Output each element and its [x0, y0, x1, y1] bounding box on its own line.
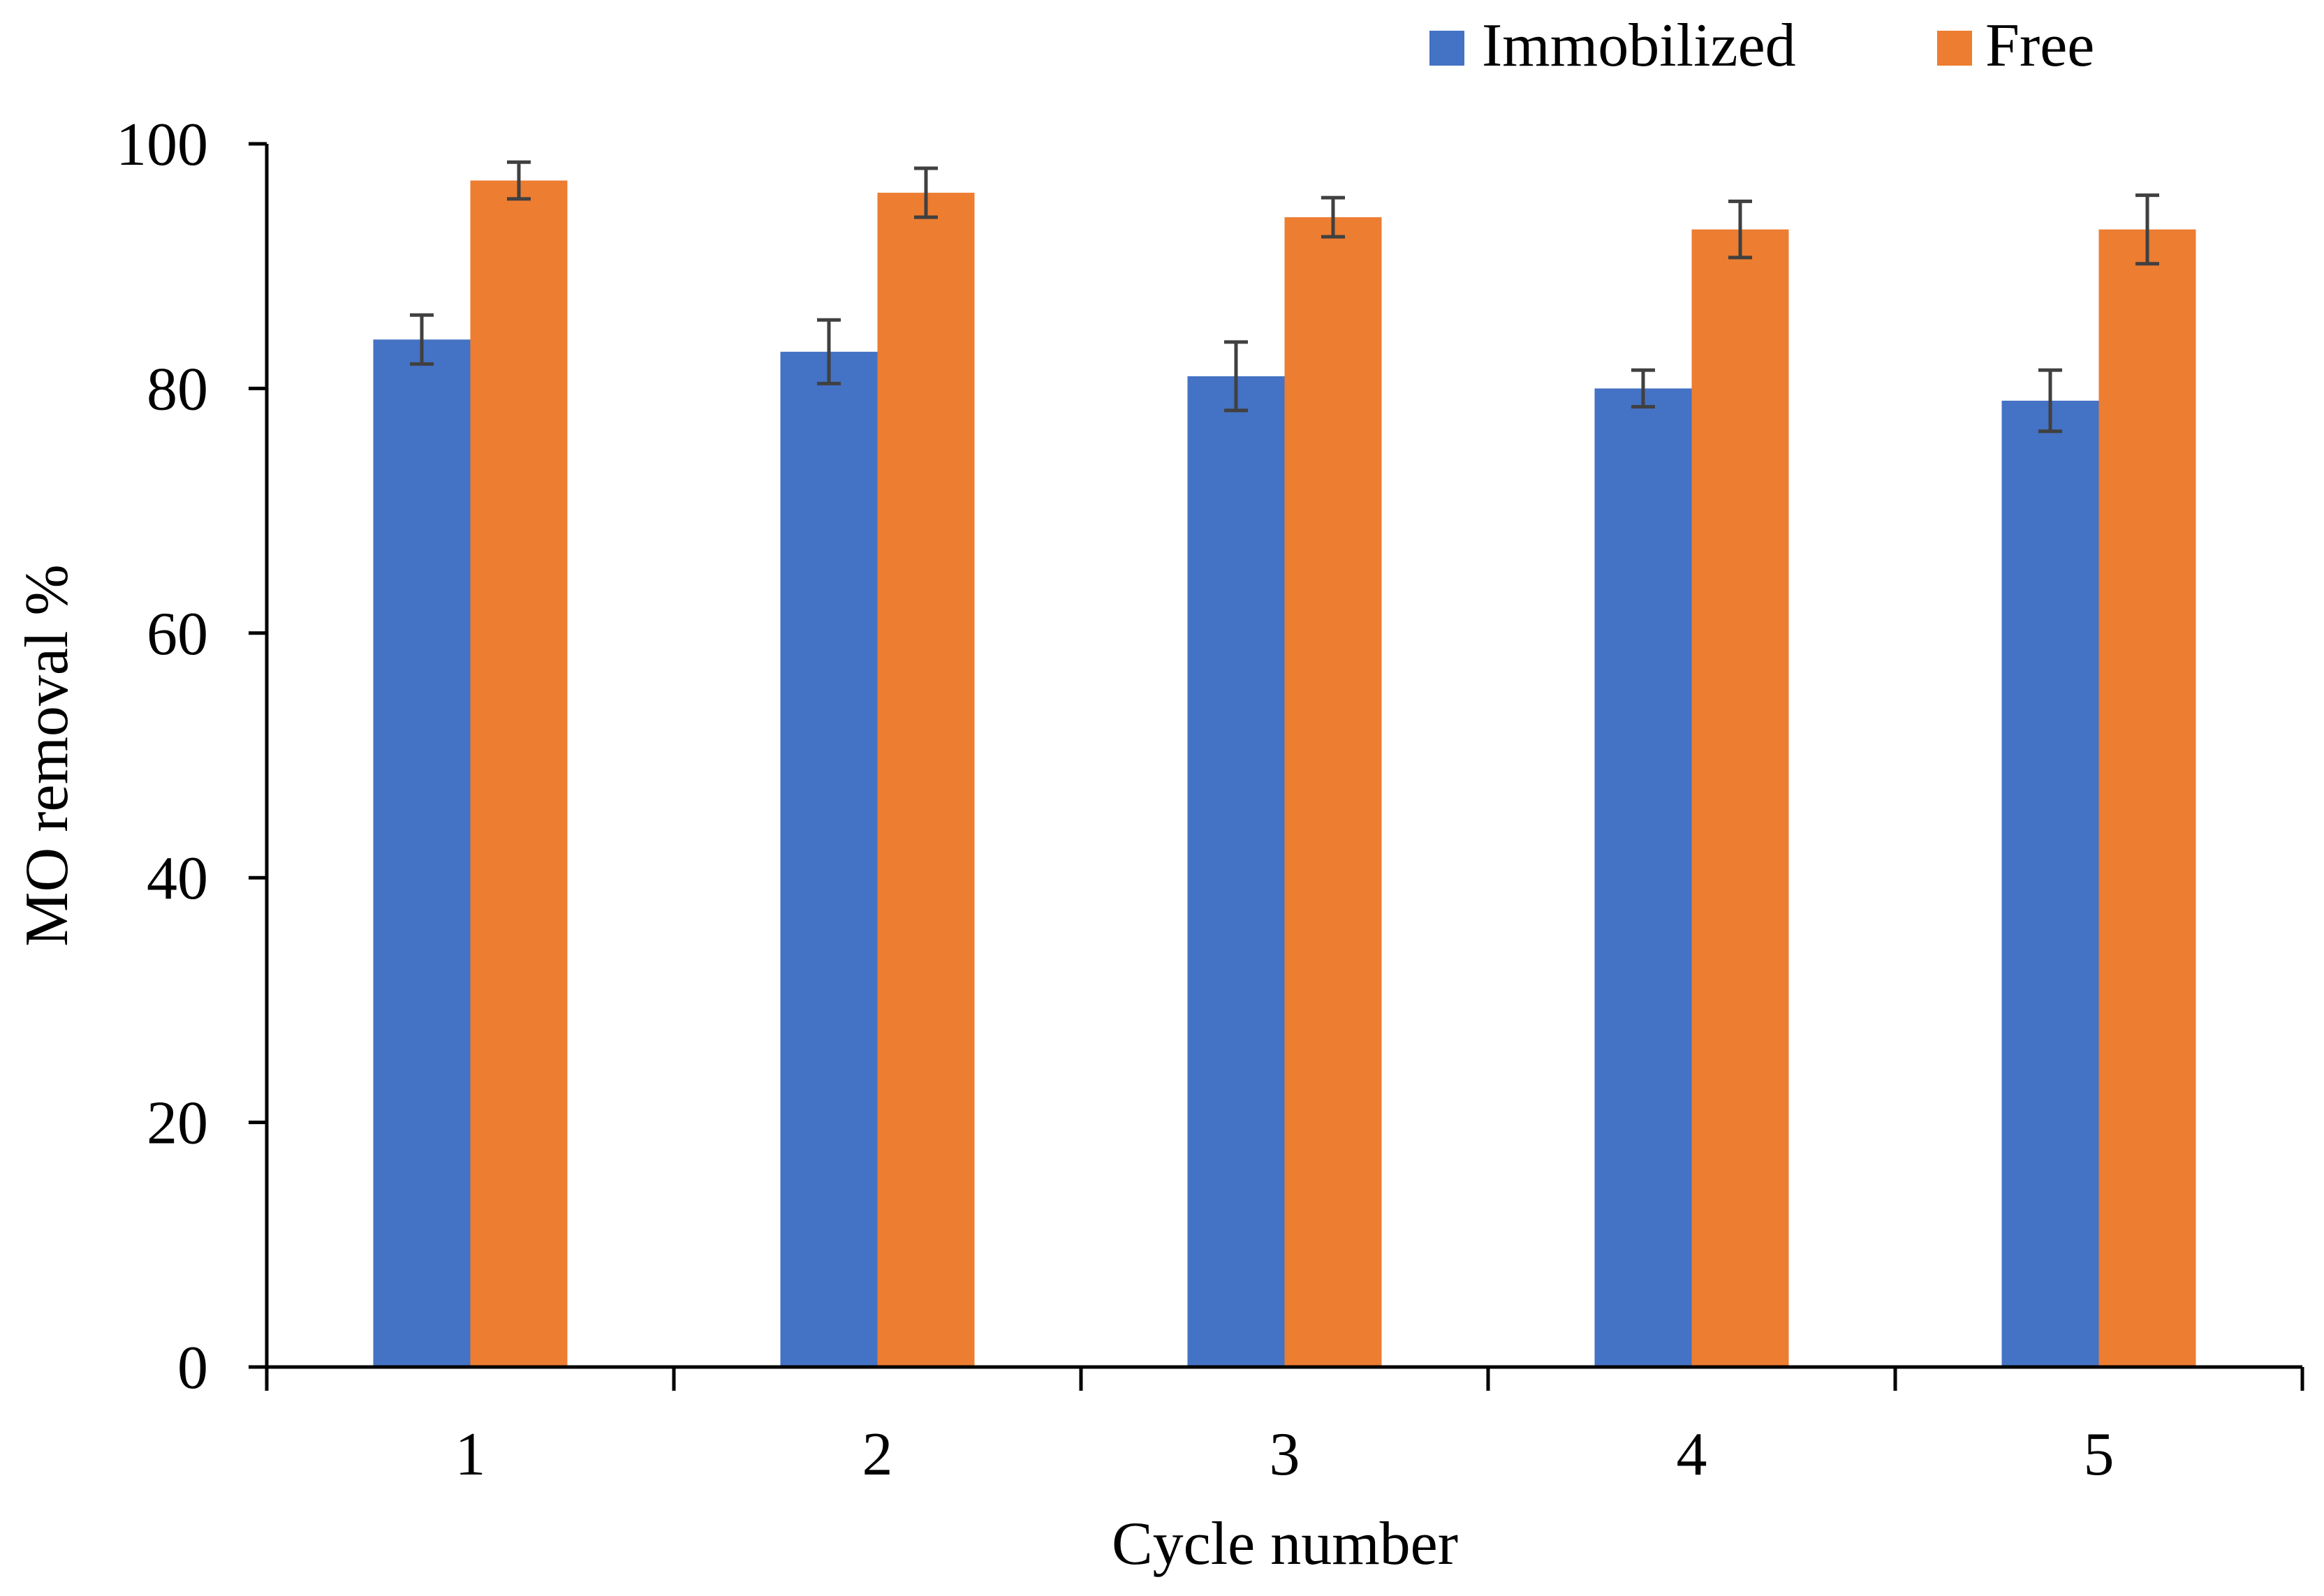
bars-layer	[373, 180, 2196, 1368]
bar-free-cycle-3	[1284, 217, 1382, 1367]
x-tick-label: 3	[1270, 1421, 1300, 1488]
bar-free-cycle-4	[1691, 229, 1789, 1367]
legend-swatch-immobilized	[1429, 31, 1464, 66]
bar-immobilized-cycle-3	[1187, 376, 1285, 1367]
x-tick-label: 2	[862, 1421, 893, 1488]
error-bar-immobilized-cycle-1	[410, 313, 434, 366]
x-axis-title: Cycle number	[1112, 1510, 1458, 1578]
error-bar-free-cycle-3	[1321, 195, 1345, 239]
error-bars-layer	[410, 160, 2159, 434]
bar-immobilized-cycle-5	[2001, 400, 2099, 1368]
bar-immobilized-cycle-1	[373, 339, 471, 1367]
legend-label-free: Free	[1985, 12, 2094, 80]
y-axis-title: MO removal %	[13, 564, 81, 946]
y-tick-label: 40	[147, 845, 208, 912]
error-bar-free-cycle-4	[1728, 199, 1752, 260]
error-bar-immobilized-cycle-4	[1631, 368, 1655, 409]
y-tick-label: 60	[147, 600, 208, 668]
bar-immobilized-cycle-4	[1594, 388, 1692, 1367]
y-tick-label: 0	[177, 1334, 208, 1402]
error-bar-immobilized-cycle-5	[2038, 368, 2062, 434]
bar-immobilized-cycle-2	[780, 351, 878, 1368]
y-tick-label: 80	[147, 355, 208, 423]
ticks-layer: 1 2 3 4 5 0 20 40 60 80 100	[116, 111, 2304, 1488]
error-bar-immobilized-cycle-2	[817, 318, 841, 385]
error-bar-immobilized-cycle-3	[1224, 340, 1248, 413]
error-bar-free-cycle-5	[2135, 193, 2159, 266]
legend-swatch-free	[1937, 31, 1972, 66]
x-tick-label: 4	[1677, 1421, 1707, 1488]
bar-free-cycle-1	[470, 180, 568, 1367]
x-tick-label: 1	[455, 1421, 486, 1488]
bar-free-cycle-2	[877, 193, 975, 1368]
y-tick-label: 100	[116, 111, 208, 179]
axes-layer	[265, 144, 2302, 1369]
y-tick-label: 20	[147, 1090, 208, 1158]
x-tick-label: 5	[2084, 1421, 2115, 1488]
error-bar-free-cycle-1	[507, 160, 531, 201]
bar-free-cycle-5	[2098, 229, 2196, 1367]
legend-label-immobilized: Immobilized	[1482, 12, 1796, 80]
legend: Immobilized Free	[1429, 12, 2094, 80]
error-bar-free-cycle-2	[914, 166, 938, 219]
